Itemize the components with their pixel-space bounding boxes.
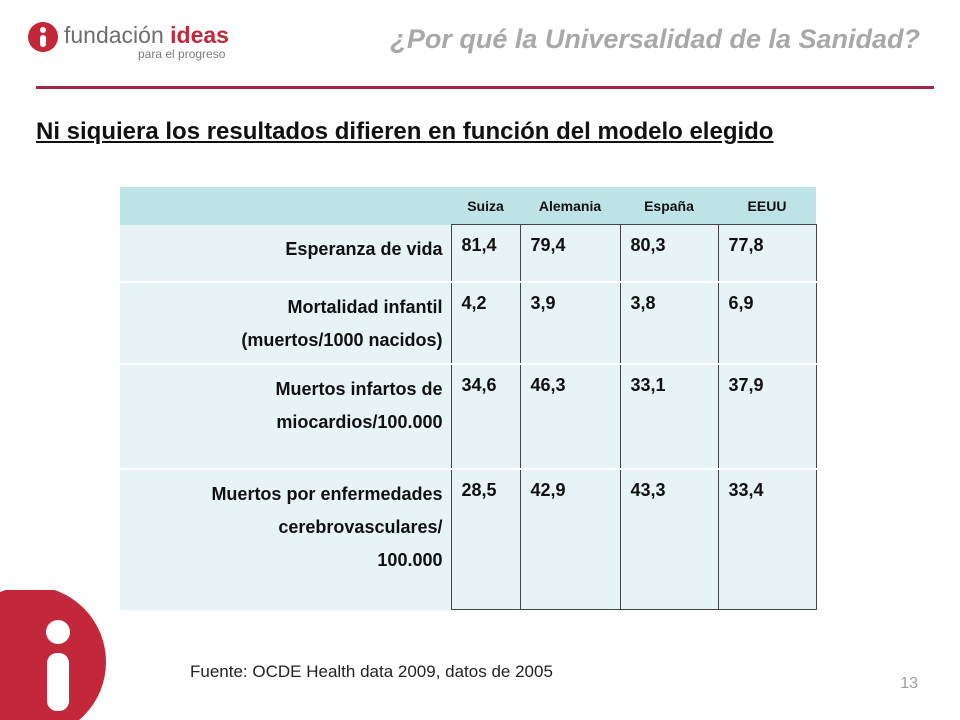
- row-label: Muertos infartos de miocardios/100.000: [120, 362, 451, 469]
- table-cell: 37,9: [717, 362, 817, 469]
- fundacion-ideas-logo-icon: [28, 22, 58, 52]
- logo-tagline: para el progreso: [138, 47, 226, 61]
- table-cell: 3,8: [619, 280, 718, 364]
- table-cell: 79,4: [519, 224, 620, 282]
- column-header: España: [620, 187, 718, 225]
- row-label-line: Mortalidad infantil: [287, 296, 443, 317]
- table-cell: 43,3: [619, 467, 718, 610]
- table-cell: 6,9: [717, 280, 817, 364]
- row-label: Muertos por enfermedades cerebrovasculare…: [120, 467, 451, 610]
- table-cell: 80,3: [619, 224, 718, 282]
- table-cell: 34,6: [450, 362, 520, 469]
- row-label-line: miocardios/100.000: [276, 411, 443, 432]
- table-header-row: Suiza Alemania España EEUU: [120, 187, 816, 225]
- logo-name: fundación ideas: [64, 22, 229, 48]
- table-row: Muertos por enfermedades cerebrovasculare…: [120, 467, 817, 610]
- table-cell: 3,9: [519, 280, 620, 364]
- logo-name-light: fundación: [64, 22, 171, 48]
- column-header: Suiza: [451, 187, 520, 225]
- page-number: 13: [900, 675, 918, 692]
- header-title: ¿Por qué la Universalidad de la Sanidad?: [390, 24, 920, 54]
- row-label: Mortalidad infantil (muertos/1000 nacidos…: [120, 280, 451, 364]
- table-cell: 33,4: [717, 467, 817, 610]
- fundacion-ideas-logo: fundación ideas para el progreso: [28, 20, 238, 64]
- row-label-line: Muertos infartos de: [275, 378, 443, 399]
- row-label: Esperanza de vida: [120, 224, 451, 282]
- table-cell: 81,4: [450, 224, 520, 282]
- header-divider: [36, 86, 934, 89]
- row-label-line: cerebrovasculares/: [278, 516, 443, 537]
- table-cell: 33,1: [619, 362, 718, 469]
- table-cell: 28,5: [450, 467, 520, 610]
- row-label-line: (muertos/1000 nacidos): [241, 329, 443, 350]
- big-i-logo-icon: [0, 590, 106, 720]
- table-corner-cell: [120, 187, 451, 225]
- table-row: Mortalidad infantil (muertos/1000 nacidos…: [120, 280, 817, 364]
- table-row: Esperanza de vida 81,4 79,4 80,3 77,8: [120, 224, 817, 282]
- table-row: Muertos infartos de miocardios/100.000 34…: [120, 362, 817, 469]
- source-note: Fuente: OCDE Health data 2009, datos de …: [190, 662, 553, 681]
- health-results-table: Suiza Alemania España EEUU Esperanza de …: [120, 187, 817, 610]
- slide-title: Ni siquiera los resultados difieren en f…: [36, 118, 774, 145]
- table-cell: 42,9: [519, 467, 620, 610]
- logo-name-bold: ideas: [170, 22, 229, 48]
- row-label-line: Muertos por enfermedades: [211, 483, 443, 504]
- column-header: Alemania: [520, 187, 620, 225]
- table-cell: 77,8: [717, 224, 817, 282]
- column-header: EEUU: [718, 187, 816, 225]
- table-cell: 4,2: [450, 280, 520, 364]
- row-label-line: 100.000: [377, 549, 443, 570]
- row-label-line: Esperanza de vida: [285, 238, 443, 259]
- table-cell: 46,3: [519, 362, 620, 469]
